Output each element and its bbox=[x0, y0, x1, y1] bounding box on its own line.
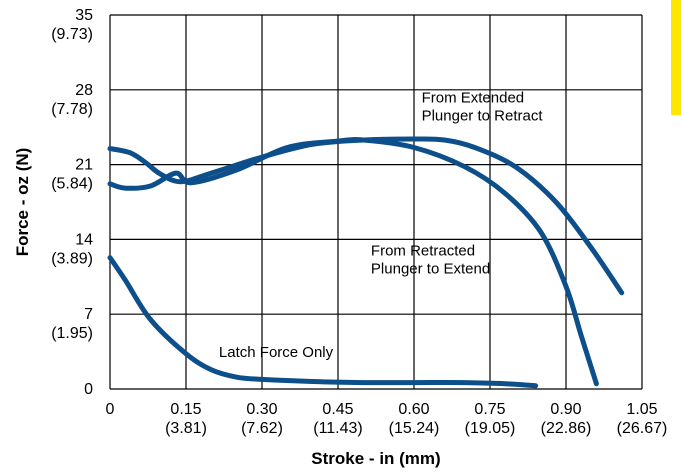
y-tick-label: 21 bbox=[75, 157, 93, 174]
annotation-label: From Extended bbox=[422, 90, 525, 107]
x-tick-sublabel: (19.05) bbox=[465, 420, 516, 437]
y-tick-label: 0 bbox=[84, 381, 93, 398]
x-axis-label: Stroke - in (mm) bbox=[311, 449, 440, 468]
x-tick-sublabel: (11.43) bbox=[313, 420, 363, 437]
x-tick-sublabel: (7.62) bbox=[241, 420, 283, 437]
annotation-label: Plunger to Extend bbox=[371, 260, 490, 277]
accent-bar bbox=[671, 0, 681, 115]
grid bbox=[109, 14, 643, 390]
retracted-to-extend-line bbox=[107, 137, 599, 387]
y-tick-sublabel: (9.73) bbox=[51, 26, 93, 43]
x-tick-label: 0.30 bbox=[246, 401, 277, 418]
x-tick-sublabel: (22.86) bbox=[541, 420, 592, 437]
x-tick-label: 0.60 bbox=[398, 401, 429, 418]
y-tick-label: 7 bbox=[84, 306, 93, 323]
x-tick-label: 1.05 bbox=[626, 401, 657, 418]
x-tick-label: 0.75 bbox=[474, 401, 505, 418]
y-tick-label: 14 bbox=[75, 231, 93, 248]
y-tick-sublabel: (5.84) bbox=[51, 176, 93, 193]
y-tick-sublabel: (3.89) bbox=[51, 250, 93, 267]
x-tick-sublabel: (26.67) bbox=[617, 420, 668, 437]
annotation-label: Plunger to Retract bbox=[422, 108, 544, 125]
extended-to-retract-line bbox=[107, 136, 625, 296]
x-tick-sublabel: (3.81) bbox=[165, 420, 207, 437]
y-tick-sublabel: (1.95) bbox=[51, 325, 93, 342]
annotation-label: Latch Force Only bbox=[219, 344, 334, 361]
y-tick-label: 35 bbox=[75, 7, 93, 24]
y-axis-label: Force - oz (N) bbox=[13, 148, 32, 257]
x-tick-labels: 0 0.15 (3.81) 0.30 (7.62) 0.45 (11.43) 0.60 (15.… bbox=[106, 401, 668, 437]
y-tick-labels: 0 7 (1.95) 14 (3.89) 21 (5.84) 28 (7.78) 35 (9.73) bbox=[51, 7, 93, 398]
x-tick-label: 0 bbox=[106, 401, 115, 418]
x-tick-label: 0.15 bbox=[170, 401, 201, 418]
x-tick-sublabel: (15.24) bbox=[389, 420, 440, 437]
x-tick-label: 0.90 bbox=[550, 401, 581, 418]
latch-force-line bbox=[107, 255, 539, 389]
y-tick-sublabel: (7.78) bbox=[51, 101, 93, 118]
y-tick-label: 28 bbox=[75, 82, 93, 99]
x-tick-label: 0.45 bbox=[322, 401, 353, 418]
series-lines bbox=[107, 136, 625, 389]
annotation-label: From Retracted bbox=[371, 242, 475, 259]
